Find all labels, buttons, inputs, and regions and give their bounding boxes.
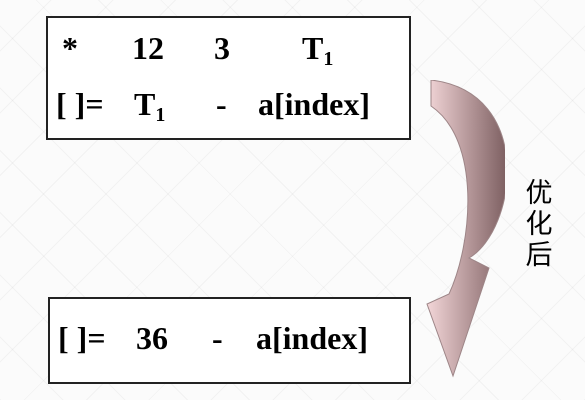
- before-row1-op: *: [62, 30, 78, 66]
- before-row2-arg1: T1: [134, 88, 165, 125]
- before-row1-arg1: 12: [132, 30, 164, 66]
- before-row1-result: T1: [302, 32, 333, 69]
- caption-char-2: 化: [525, 209, 553, 240]
- after-row-result: a[index]: [256, 320, 368, 356]
- optimization-arrow-shape: [426, 80, 505, 378]
- before-row2-op: [ ]=: [56, 86, 104, 122]
- after-row-op: [ ]=: [58, 320, 106, 356]
- after-row-arg1: 36: [136, 320, 168, 356]
- caption-char-1: 优: [525, 178, 553, 209]
- after-row-arg2: -: [212, 320, 223, 356]
- quadruple-after-box: [ ]= 36 - a[index]: [48, 297, 411, 384]
- before-row2-arg1-subscript: 1: [155, 104, 166, 126]
- caption-char-3: 后: [525, 240, 553, 271]
- quadruple-before-box: * 12 3 T1 [ ]= T1 - a[index]: [46, 16, 411, 140]
- before-row1-result-text: T: [302, 30, 324, 66]
- before-row2-arg1-text: T: [134, 86, 156, 122]
- before-row2-result: a[index]: [258, 86, 370, 122]
- before-row1-result-subscript: 1: [323, 48, 334, 70]
- optimization-caption: 优 化 后: [523, 178, 555, 271]
- before-row2-arg2: -: [216, 86, 227, 122]
- before-row1-arg2: 3: [214, 30, 230, 66]
- optimization-arrow: [426, 80, 505, 378]
